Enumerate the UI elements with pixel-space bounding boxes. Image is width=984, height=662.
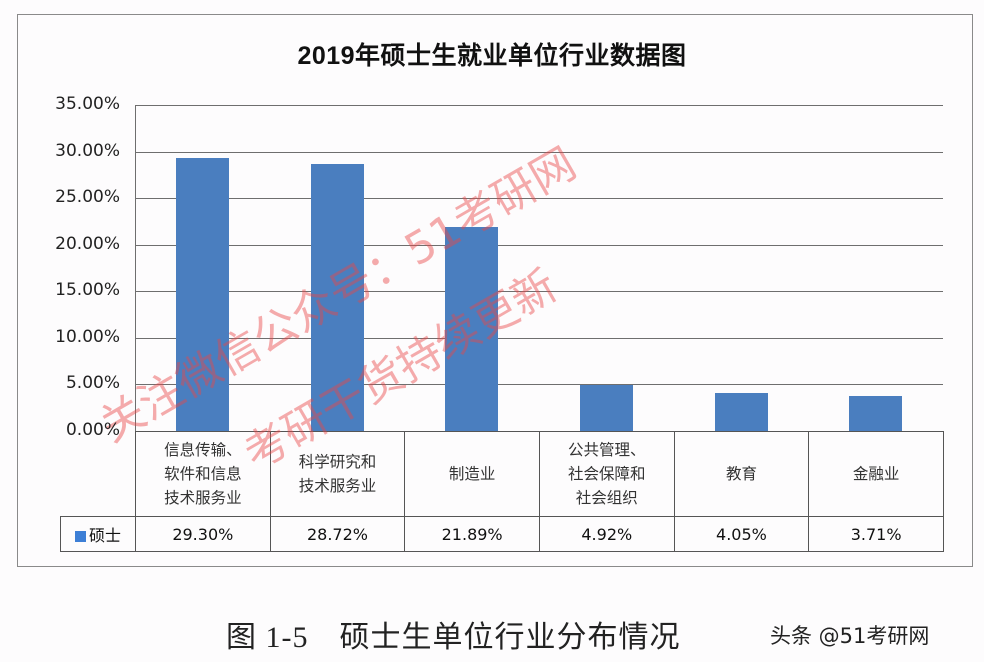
- category-label: 制造业: [404, 431, 540, 517]
- legend-swatch-icon: [74, 531, 86, 542]
- gridline: [135, 151, 943, 153]
- value-label: 4.92%: [538, 516, 675, 552]
- category-label: 公共管理、 社会保障和 社会组织: [538, 431, 675, 517]
- table-corner: [60, 431, 136, 517]
- y-tick-label: 30.00%: [55, 140, 120, 161]
- gridline: [135, 384, 943, 386]
- figure-caption: 图 1-5 硕士生单位行业分布情况: [226, 621, 681, 654]
- source-credit: 头条 @51考研网: [770, 624, 930, 648]
- gridline: [135, 198, 943, 200]
- legend-cell: 硕士: [60, 516, 136, 552]
- gridline: [135, 105, 943, 106]
- category-label: 教育: [673, 431, 810, 517]
- bar: [849, 396, 903, 431]
- value-label: 21.89%: [404, 516, 540, 552]
- category-label: 金融业: [808, 431, 944, 517]
- y-tick-label: 0.00%: [65, 420, 120, 440]
- bar: [310, 163, 364, 431]
- value-label: 29.30%: [135, 516, 271, 552]
- value-label: 28.72%: [269, 516, 406, 552]
- category-label: 信息传输、 软件和信息 技术服务业: [135, 431, 271, 517]
- y-tick-label: 25.00%: [55, 187, 120, 208]
- y-tick-label: 15.00%: [55, 280, 120, 301]
- bar: [445, 227, 499, 431]
- data-table: 信息传输、 软件和信息 技术服务业 科学研究和 技术服务业 制造业 公共管理、 社会保障和 社会…: [60, 431, 944, 552]
- chart-title: 2019年硕士生就业单位行业数据图: [297, 42, 687, 70]
- legend-label: 硕士: [88, 526, 121, 545]
- y-tick-label: 20.00%: [55, 233, 120, 254]
- category-label: 科学研究和 技术服务业: [269, 431, 406, 517]
- value-label: 3.71%: [808, 516, 944, 552]
- bar: [175, 158, 229, 431]
- value-row: 硕士 29.30% 28.72% 21.89% 4.92% 4.05% 3.71%: [60, 516, 944, 552]
- gridline: [135, 244, 943, 246]
- y-axis-line: [135, 105, 136, 431]
- bar: [579, 385, 633, 431]
- category-row: 信息传输、 软件和信息 技术服务业 科学研究和 技术服务业 制造业 公共管理、 社会保障和 社会…: [60, 431, 944, 517]
- y-tick-label: 10.00%: [55, 326, 120, 347]
- plot-area: [135, 105, 943, 432]
- y-tick-label: 35.00%: [55, 94, 120, 114]
- gridline: [135, 291, 943, 293]
- bar: [714, 393, 768, 431]
- y-tick-label: 5.00%: [65, 373, 120, 394]
- gridline: [135, 337, 943, 339]
- value-label: 4.05%: [673, 516, 810, 552]
